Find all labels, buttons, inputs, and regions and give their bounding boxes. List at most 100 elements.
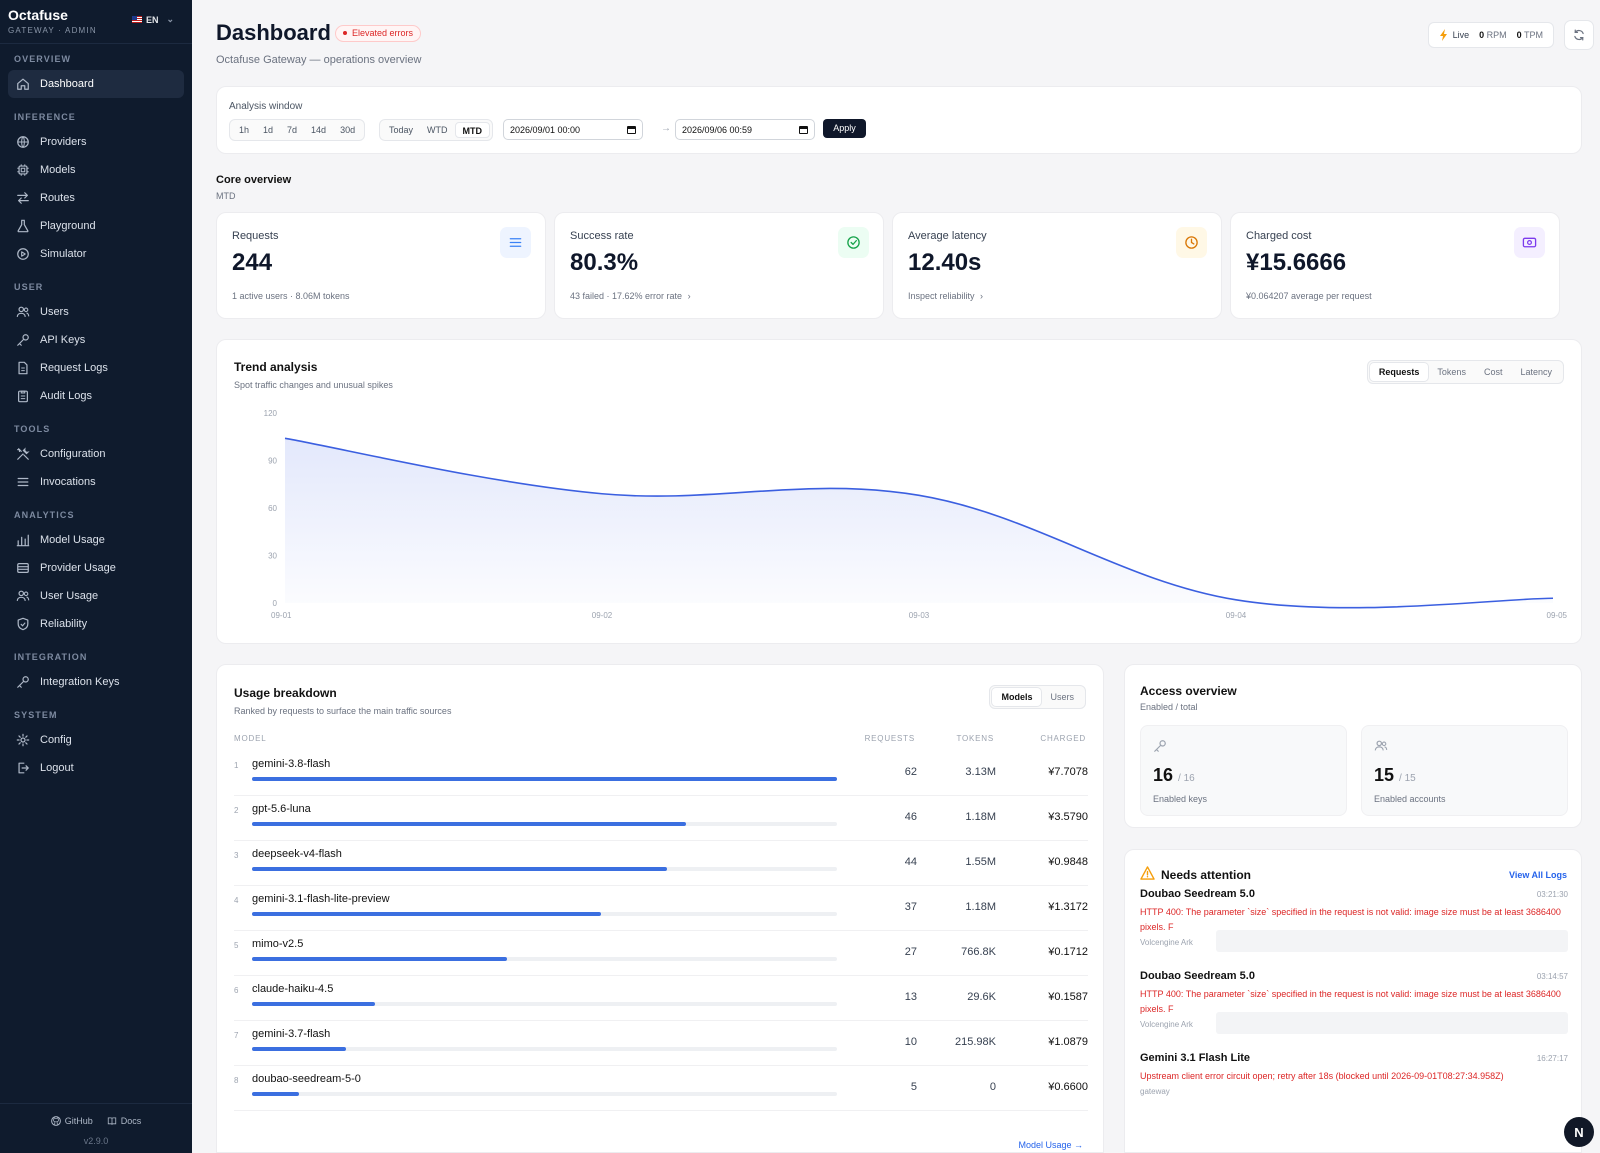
sidebar-item-config[interactable]: Config: [8, 726, 184, 754]
access-overview-card: Access overview Enabled / total 16 / 16 …: [1124, 664, 1582, 828]
stat-label: Requests: [232, 230, 279, 242]
range-option-7d[interactable]: 7d: [287, 125, 298, 135]
apply-button[interactable]: Apply: [823, 119, 866, 138]
start-date-input[interactable]: 2026/09/01 00:00: [503, 119, 643, 140]
model-usage-link[interactable]: Model Usage →: [1018, 1140, 1083, 1150]
tab-users[interactable]: Users: [1050, 692, 1074, 702]
table-row[interactable]: 1 gemini-3.8-flash 62 3.13M ¥7.7078: [234, 751, 1088, 796]
sidebar-item-label: Routes: [40, 192, 75, 204]
stat-value: 12.40s: [908, 249, 982, 276]
help-button[interactable]: N: [1564, 1117, 1594, 1147]
sidebar-item-model-usage[interactable]: Model Usage: [8, 526, 184, 554]
sidebar-item-simulator[interactable]: Simulator: [8, 240, 184, 268]
sidebar-item-provider-usage[interactable]: Provider Usage: [8, 554, 184, 582]
docs-link[interactable]: Docs: [107, 1116, 141, 1126]
y-tick-label: 120: [264, 409, 278, 418]
chevron-down-icon: ⌄: [166, 14, 174, 24]
nav-section-system: SYSTEM: [14, 710, 58, 720]
range-option-mtd[interactable]: MTD: [454, 122, 491, 138]
users-icon: [16, 589, 30, 603]
sidebar-item-label: Integration Keys: [40, 676, 120, 688]
sidebar-item-request-logs[interactable]: Request Logs: [8, 354, 184, 382]
view-all-logs-link[interactable]: View All Logs: [1508, 870, 1567, 880]
usage-breakdown-card: Usage breakdown Ranked by requests to su…: [216, 664, 1104, 1153]
stat-footnote: ¥0.064207 average per request: [1246, 291, 1372, 301]
tab-cost[interactable]: Cost: [1483, 367, 1503, 377]
trend-chart: 0 30 60 90 120 09-01 09-02 09-03 09-04 09-05: [264, 409, 1568, 620]
sidebar-item-label: Dashboard: [40, 78, 94, 90]
token-count: 0: [989, 1081, 996, 1093]
table-row[interactable]: 4 gemini-3.1-flash-lite-preview 37 1.18M ¥1.…: [234, 886, 1088, 931]
sidebar-item-user-usage[interactable]: User Usage: [8, 582, 184, 610]
tab-latency[interactable]: Latency: [1520, 367, 1552, 377]
model-name: gemini-3.8-flash: [252, 758, 331, 770]
total-accounts: / 15: [1399, 773, 1416, 784]
model-name: gemini-3.1-flash-lite-preview: [252, 893, 390, 905]
period-selector: Today WTD MTD: [379, 119, 494, 141]
table-row[interactable]: 3 deepseek-v4-flash 44 1.55M ¥0.9848: [234, 841, 1088, 886]
table-row[interactable]: 2 gpt-5.6-luna 46 1.18M ¥3.5790: [234, 796, 1088, 841]
sidebar-item-users[interactable]: Users: [8, 298, 184, 326]
row-rank: 5: [234, 941, 239, 950]
range-option-30d[interactable]: 30d: [340, 125, 356, 135]
table-row[interactable]: 7 gemini-3.7-flash 10 215.98K ¥1.0879: [234, 1021, 1088, 1066]
tab-requests[interactable]: Requests: [1369, 363, 1429, 381]
end-date-input[interactable]: 2026/09/06 00:59: [675, 119, 815, 140]
sidebar-item-label: Invocations: [40, 476, 96, 488]
charged-amount: ¥0.9848: [1048, 856, 1088, 868]
enabled-accounts-count: 15: [1374, 765, 1395, 785]
language-selector[interactable]: EN ⌄: [131, 14, 174, 25]
request-count: 46: [904, 811, 917, 823]
sidebar: Octafuse GATEWAY · ADMIN EN ⌄ OVERVIEW Da…: [0, 0, 192, 1153]
range-selector: 1h 1d 7d 14d 30d: [229, 119, 366, 141]
row-rank: 4: [234, 896, 239, 905]
range-option-14d[interactable]: 14d: [311, 125, 327, 135]
sidebar-item-label: Model Usage: [40, 534, 105, 546]
request-count: 44: [904, 856, 917, 868]
sidebar-item-routes[interactable]: Routes: [8, 184, 184, 212]
range-option-wtd[interactable]: WTD: [427, 125, 448, 135]
check-circle-icon: [838, 227, 869, 258]
attention-item[interactable]: Gemini 3.1 Flash Lite 16:27:17 Upstream cl…: [1140, 1052, 1568, 1096]
stat-label: Charged cost: [1246, 230, 1312, 242]
tab-tokens[interactable]: Tokens: [1437, 367, 1466, 377]
range-option-1h[interactable]: 1h: [239, 125, 250, 135]
calendar-icon: [799, 125, 808, 134]
request-count: 5: [910, 1081, 917, 1093]
range-option-1d[interactable]: 1d: [263, 125, 274, 135]
table-row[interactable]: 8 doubao-seedream-5-0 5 0 ¥0.6600: [234, 1066, 1088, 1111]
table-row[interactable]: 6 claude-haiku-4.5 13 29.6K ¥0.1587: [234, 976, 1088, 1021]
sidebar-item-api-keys[interactable]: API Keys: [8, 326, 184, 354]
nav-section-inference: INFERENCE: [14, 112, 76, 122]
github-link[interactable]: GitHub: [50, 1116, 93, 1126]
sidebar-item-providers[interactable]: Providers: [8, 128, 184, 156]
tab-models[interactable]: Models: [992, 688, 1042, 706]
lightning-icon: [1439, 29, 1447, 41]
attention-item[interactable]: Doubao Seedream 5.0 03:14:57 HTTP 400: The…: [1140, 970, 1568, 1034]
usage-title: Usage breakdown: [234, 686, 337, 700]
sidebar-item-logout[interactable]: Logout: [8, 754, 184, 782]
y-tick-label: 60: [268, 504, 277, 513]
sidebar-item-models[interactable]: Models: [8, 156, 184, 184]
range-option-today[interactable]: Today: [389, 125, 414, 135]
x-tick-label: 09-03: [909, 611, 930, 620]
bar-chart-icon: [16, 533, 30, 547]
sidebar-item-audit-logs[interactable]: Audit Logs: [8, 382, 184, 410]
alert-source: gateway: [1140, 1087, 1170, 1096]
token-count: 3.13M: [965, 766, 996, 778]
clock-icon: [1176, 227, 1207, 258]
attention-item[interactable]: Doubao Seedream 5.0 03:21:30 HTTP 400: The…: [1140, 888, 1568, 952]
usage-bar: [252, 1047, 347, 1051]
table-row[interactable]: 5 mimo-v2.5 27 766.8K ¥0.1712: [234, 931, 1088, 976]
sidebar-item-configuration[interactable]: Configuration: [8, 440, 184, 468]
sidebar-item-dashboard[interactable]: Dashboard: [8, 70, 184, 98]
sidebar-item-integration-keys[interactable]: Integration Keys: [8, 668, 184, 696]
sidebar-item-reliability[interactable]: Reliability: [8, 610, 184, 638]
sidebar-item-playground[interactable]: Playground: [8, 212, 184, 240]
model-name: gemini-3.7-flash: [252, 1028, 331, 1040]
sidebar-item-invocations[interactable]: Invocations: [8, 468, 184, 496]
users-icon: [1374, 739, 1388, 756]
stat-card-average-latency[interactable]: Average latency 12.40s Inspect reliability…: [892, 212, 1222, 319]
refresh-button[interactable]: [1564, 20, 1594, 50]
stat-card-success-rate[interactable]: Success rate 80.3% 43 failed · 17.62% erro…: [554, 212, 884, 319]
